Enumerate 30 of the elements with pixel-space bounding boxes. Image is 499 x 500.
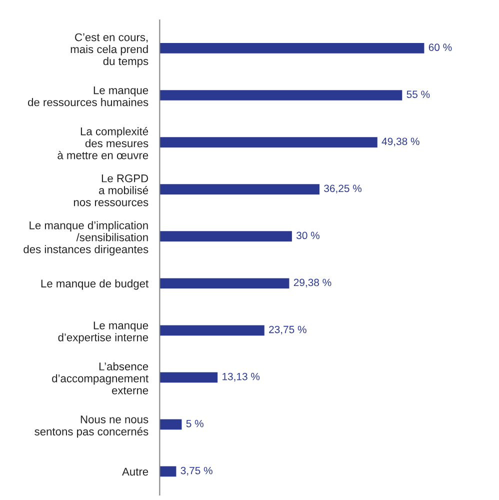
data-label: 55 % [406, 90, 430, 98]
bar [160, 184, 320, 194]
y-tick-label: Le manque d’expertise interne [58, 322, 148, 344]
bar [160, 231, 292, 242]
data-label: 29,38 % [294, 278, 332, 288]
bar [160, 43, 424, 54]
bar [160, 90, 402, 100]
data-label: 3,75 % [180, 466, 212, 476]
data-label: 5 % [186, 420, 204, 428]
data-label: 36,25 % [324, 184, 362, 194]
y-tick-label: Nous ne nous sentons pas concernés [34, 416, 148, 438]
y-tick-label: C’est en cours, mais cela prend du temps [70, 33, 148, 68]
data-label: 30 % [296, 232, 320, 240]
bar [160, 137, 378, 148]
y-tick-label: La complexité des mesures à mettre en œuvre [58, 127, 148, 160]
bar [160, 372, 218, 383]
y-tick-label: Le manque de ressources humaines [28, 86, 148, 106]
data-label: 23,75 % [269, 326, 306, 334]
data-label: 60 % [428, 44, 452, 52]
y-tick-label: Autre [122, 468, 148, 476]
y-tick-label: Le manque de budget [41, 279, 148, 290]
y-tick-label: Le manque d’implication /sensibilisation des instances dirigeantes [24, 221, 148, 256]
bar [160, 419, 182, 430]
bar [160, 466, 176, 477]
bar [160, 325, 264, 336]
y-tick-label: Le RGPD a mobilisé nos ressources [74, 174, 148, 206]
y-tick-label: L’absence d’accompagnement externe [52, 362, 148, 394]
data-label: 13,13 % [222, 372, 260, 382]
data-label: 49,38 % [382, 138, 420, 146]
bar [160, 278, 290, 289]
